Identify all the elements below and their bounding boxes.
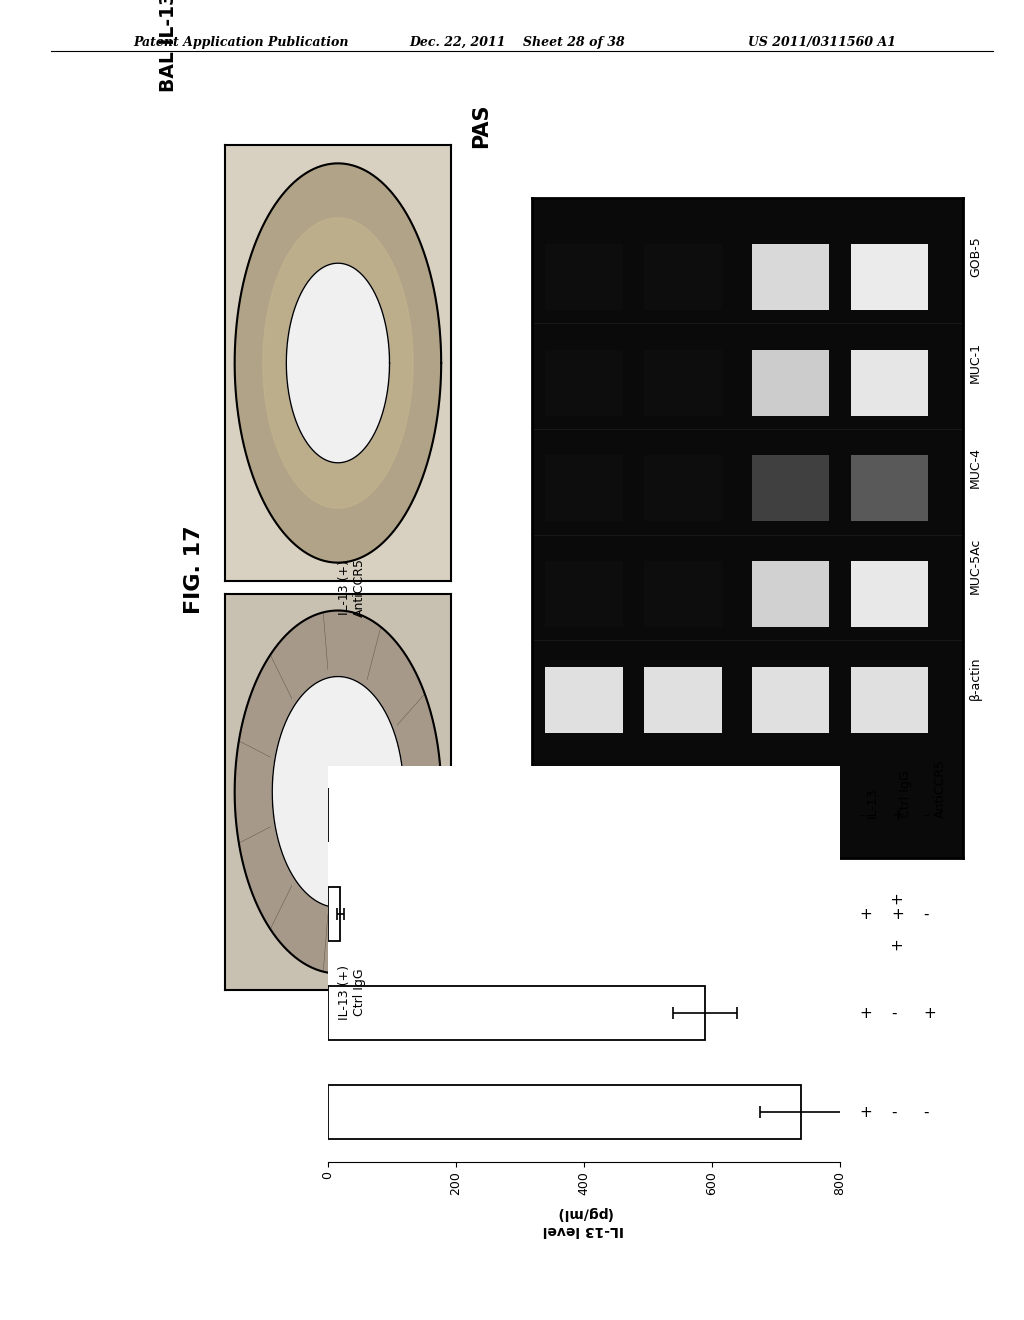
Text: +: + bbox=[683, 937, 698, 950]
Text: IL-13 (+)
AntiCCR5: IL-13 (+) AntiCCR5 bbox=[338, 558, 366, 616]
Text: Dec. 22, 2011    Sheet 28 of 38: Dec. 22, 2011 Sheet 28 of 38 bbox=[410, 36, 626, 49]
Text: +: + bbox=[791, 891, 806, 904]
Bar bbox=[546, 350, 623, 416]
Text: MUC-1: MUC-1 bbox=[969, 342, 982, 383]
Bar bbox=[546, 455, 623, 521]
Text: MUC-4: MUC-4 bbox=[969, 447, 982, 488]
Bar bbox=[752, 350, 829, 416]
Bar bbox=[546, 244, 623, 310]
Text: +: + bbox=[890, 937, 904, 950]
Text: BAL IL-13 Level of iIL-13 mice treated with Anti-CCR5 antibody: BAL IL-13 Level of iIL-13 mice treated w… bbox=[159, 0, 178, 92]
Text: AntiCCR5: AntiCCR5 bbox=[524, 944, 534, 997]
Bar bbox=[752, 667, 829, 733]
Bar bbox=[644, 244, 722, 310]
Text: PAS: PAS bbox=[471, 103, 492, 148]
Text: +: + bbox=[859, 1105, 871, 1119]
Bar bbox=[851, 244, 928, 310]
Bar bbox=[851, 667, 928, 733]
Bar bbox=[644, 350, 722, 416]
Polygon shape bbox=[272, 677, 403, 907]
Text: Patent Application Publication: Patent Application Publication bbox=[133, 36, 348, 49]
Text: Ctrl IgG: Ctrl IgG bbox=[899, 771, 912, 818]
Text: AntiCCR5: AntiCCR5 bbox=[934, 759, 947, 818]
Bar bbox=[644, 667, 722, 733]
Text: +: + bbox=[890, 891, 904, 904]
Text: -: - bbox=[584, 941, 599, 946]
Text: US 2011/0311560 A1: US 2011/0311560 A1 bbox=[748, 36, 896, 49]
Text: -: - bbox=[923, 808, 929, 822]
Bar bbox=[752, 244, 829, 310]
Text: +: + bbox=[923, 1006, 936, 1020]
Bar bbox=[752, 561, 829, 627]
Text: -: - bbox=[923, 907, 929, 921]
Text: -: - bbox=[923, 1105, 929, 1119]
Text: IL-13 TG: IL-13 TG bbox=[524, 898, 534, 944]
Text: -: - bbox=[891, 1006, 896, 1020]
Text: β-actin: β-actin bbox=[969, 656, 982, 700]
Polygon shape bbox=[234, 611, 441, 973]
Text: +: + bbox=[859, 907, 871, 921]
Text: +: + bbox=[859, 1006, 871, 1020]
Text: -: - bbox=[891, 1105, 896, 1119]
Polygon shape bbox=[287, 263, 389, 463]
Polygon shape bbox=[263, 218, 413, 508]
Text: GOB-5: GOB-5 bbox=[969, 236, 982, 277]
Text: IL-13 (+)
Ctrl IgG: IL-13 (+) Ctrl IgG bbox=[338, 965, 366, 1020]
Bar bbox=[851, 455, 928, 521]
Bar bbox=[644, 561, 722, 627]
Bar bbox=[752, 455, 829, 521]
Text: -: - bbox=[791, 941, 806, 946]
Bar bbox=[546, 561, 623, 627]
Text: -: - bbox=[683, 895, 698, 900]
Bar bbox=[546, 667, 623, 733]
Polygon shape bbox=[234, 164, 441, 562]
Bar bbox=[644, 455, 722, 521]
X-axis label: IL-13 level
(pg/ml): IL-13 level (pg/ml) bbox=[543, 1206, 625, 1237]
Text: IL-13: IL-13 bbox=[865, 788, 879, 818]
Bar bbox=[328, 887, 340, 941]
Text: -: - bbox=[859, 808, 864, 822]
Text: +: + bbox=[891, 808, 903, 822]
Bar bbox=[851, 350, 928, 416]
Text: +: + bbox=[891, 907, 903, 921]
Text: FIG. 17: FIG. 17 bbox=[184, 525, 205, 614]
Text: MUC-5Ac: MUC-5Ac bbox=[969, 537, 982, 594]
Bar bbox=[328, 986, 706, 1040]
Bar bbox=[851, 561, 928, 627]
Bar bbox=[328, 1085, 801, 1139]
Text: -: - bbox=[584, 895, 599, 900]
